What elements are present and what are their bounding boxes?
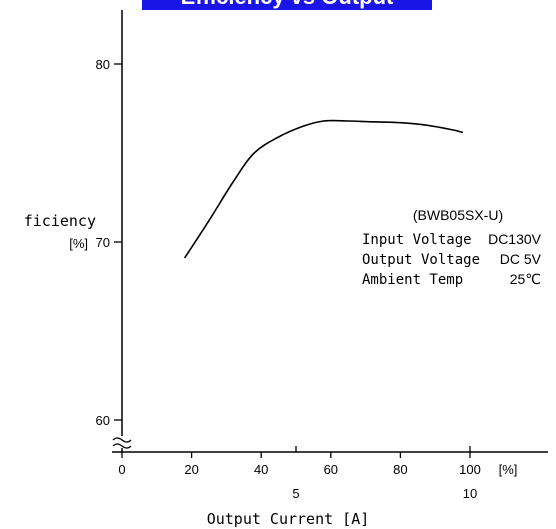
annotation-label: Ambient Temp <box>362 272 463 288</box>
x-tick-label: 100 <box>459 462 481 477</box>
series-group <box>183 119 464 259</box>
y-tick-label: 80 <box>96 57 110 72</box>
annotation-group: (BWB05SX-U) Input Voltage DC130V Output Vol… <box>362 207 542 288</box>
axes-group <box>112 10 548 453</box>
x-axis-title: Output Current [A] <box>207 510 370 528</box>
annotation-label: Output Voltage <box>362 252 480 268</box>
x-tick-label: 20 <box>184 462 198 477</box>
annotation-model: (BWB05SX-U) <box>413 207 503 223</box>
efficiency-series-line <box>183 119 464 259</box>
x-tick-label: 40 <box>254 462 268 477</box>
y-tick-label: 60 <box>96 413 110 428</box>
x-tick-label: 60 <box>324 462 338 477</box>
annotation-value: 25℃ <box>510 271 541 287</box>
tick-group: 60 70 80 0 20 40 60 80 100 5 10 <box>96 57 481 501</box>
x-tick-label: 80 <box>393 462 407 477</box>
y-tick-label: 70 <box>96 235 110 250</box>
title-banner: Efficiency vs Output Current <box>142 0 432 10</box>
annotation-value: DC130V <box>488 231 542 247</box>
y-axis-title: ficiency <box>24 212 96 230</box>
axis-break-mark <box>112 437 132 443</box>
annotation-value: DC 5V <box>500 251 542 267</box>
annotation-label: Input Voltage <box>362 232 472 248</box>
axis-break-mark <box>112 443 132 449</box>
x-unit-label: [%] <box>499 462 518 477</box>
title-text: Efficiency vs Output Current <box>142 0 432 10</box>
secondary-x-tick-label: 10 <box>463 486 477 501</box>
y-axis-unit: [%] <box>69 236 88 251</box>
x-tick-label: 0 <box>118 462 125 477</box>
label-group: [%] Output Current [A] ficiency [%] <box>24 212 518 528</box>
secondary-x-tick-label: 5 <box>292 486 299 501</box>
